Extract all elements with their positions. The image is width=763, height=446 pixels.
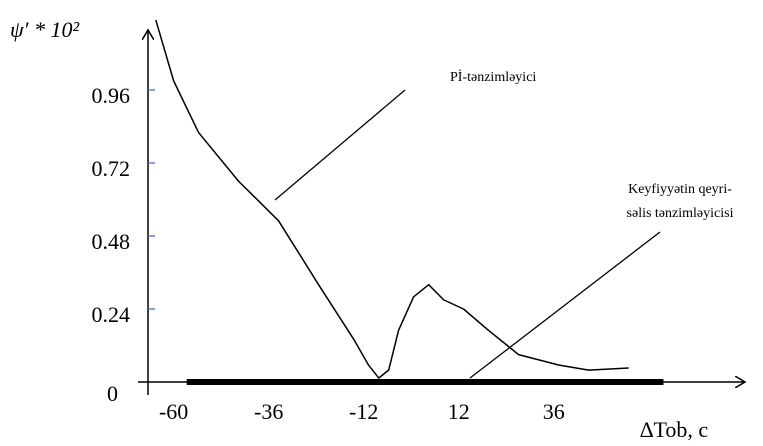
x-tick-label: 36 (543, 399, 565, 424)
curve (155, 19, 629, 379)
x-tick-label: 12 (448, 399, 470, 424)
y-axis-label: ψ′ * 10² (10, 17, 79, 42)
annotation: səlis tənzimləyicisi (627, 206, 734, 221)
x-tick-label: -36 (254, 399, 283, 424)
y-tick-label: 0.96 (92, 83, 131, 108)
y-tick-label: 0.48 (92, 229, 131, 254)
annotation: Pİ-tənzimləyici (450, 69, 536, 85)
annotation-leader (469, 231, 661, 379)
y-tick-label: 0.24 (92, 302, 131, 327)
y-tick-label: 0 (107, 381, 118, 406)
annotation-leader (274, 89, 406, 201)
annotation: Keyfiyyətin qeyri- (628, 182, 732, 197)
x-axis-label: ∆Tob, c (640, 417, 708, 442)
x-tick-label: -12 (349, 399, 378, 424)
x-tick-label: -60 (159, 399, 188, 424)
y-tick-label: 0.72 (92, 156, 131, 181)
